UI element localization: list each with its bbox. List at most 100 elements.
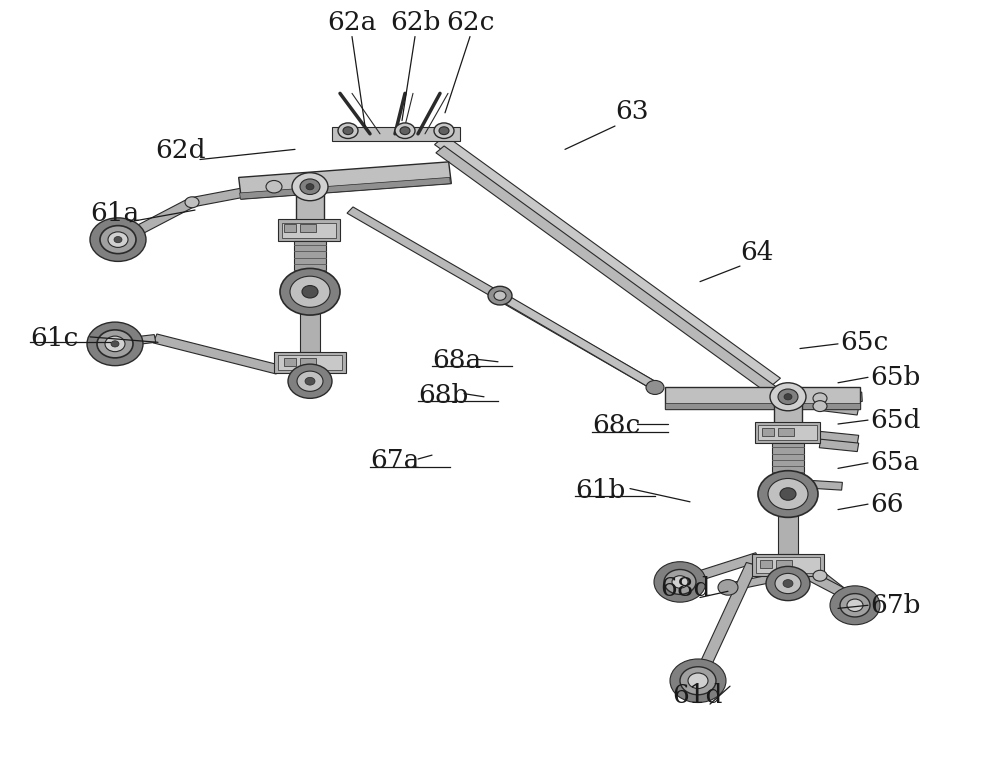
Text: 67a: 67a	[370, 448, 419, 473]
Polygon shape	[153, 334, 280, 374]
Circle shape	[302, 286, 318, 298]
Polygon shape	[776, 560, 792, 568]
Circle shape	[306, 184, 314, 190]
Circle shape	[90, 218, 146, 261]
Polygon shape	[121, 335, 156, 346]
Circle shape	[664, 569, 696, 594]
Circle shape	[830, 586, 880, 625]
Circle shape	[100, 226, 136, 254]
Polygon shape	[819, 402, 859, 415]
Polygon shape	[300, 311, 320, 352]
Text: 62d: 62d	[155, 138, 206, 163]
Text: 62c: 62c	[446, 10, 494, 35]
Polygon shape	[284, 358, 296, 366]
Polygon shape	[294, 241, 326, 282]
Circle shape	[847, 599, 863, 612]
Text: 65b: 65b	[870, 365, 920, 390]
Circle shape	[488, 286, 512, 305]
Text: 68a: 68a	[432, 348, 481, 373]
Polygon shape	[191, 182, 275, 207]
Circle shape	[780, 488, 796, 500]
Circle shape	[768, 478, 808, 510]
Polygon shape	[278, 219, 340, 241]
Polygon shape	[727, 572, 786, 591]
Polygon shape	[282, 223, 336, 238]
Circle shape	[494, 291, 506, 300]
Text: 65a: 65a	[870, 450, 919, 475]
Circle shape	[783, 580, 793, 587]
Circle shape	[400, 127, 410, 135]
Circle shape	[766, 566, 810, 601]
Polygon shape	[332, 127, 460, 141]
Polygon shape	[122, 198, 195, 241]
Circle shape	[680, 667, 716, 695]
Circle shape	[297, 371, 323, 391]
Polygon shape	[278, 355, 342, 370]
Circle shape	[292, 173, 328, 201]
Text: 68d: 68d	[660, 576, 710, 601]
Circle shape	[646, 380, 664, 394]
Circle shape	[300, 179, 320, 194]
Polygon shape	[774, 398, 802, 440]
Circle shape	[813, 401, 827, 412]
Circle shape	[111, 341, 119, 347]
Circle shape	[105, 336, 125, 352]
Polygon shape	[755, 422, 820, 443]
Polygon shape	[239, 162, 451, 199]
Text: 65d: 65d	[870, 408, 920, 433]
Circle shape	[813, 570, 827, 581]
Circle shape	[672, 576, 688, 588]
Text: 61a: 61a	[90, 201, 139, 226]
Circle shape	[343, 127, 353, 135]
Polygon shape	[778, 428, 794, 436]
Circle shape	[688, 673, 708, 689]
Circle shape	[718, 580, 738, 595]
Circle shape	[266, 180, 282, 193]
Text: 66: 66	[870, 492, 904, 517]
Text: 63: 63	[615, 100, 649, 124]
Polygon shape	[436, 146, 782, 398]
Polygon shape	[819, 432, 859, 443]
Text: 68c: 68c	[592, 413, 640, 438]
Circle shape	[290, 276, 330, 307]
Polygon shape	[820, 392, 862, 403]
Polygon shape	[756, 557, 820, 573]
Circle shape	[338, 123, 358, 138]
Circle shape	[305, 377, 315, 385]
Circle shape	[87, 322, 143, 366]
Polygon shape	[778, 513, 798, 554]
Text: 61c: 61c	[30, 326, 78, 351]
Circle shape	[775, 573, 801, 594]
Circle shape	[840, 594, 870, 617]
Circle shape	[813, 393, 827, 404]
Polygon shape	[692, 562, 758, 682]
Circle shape	[114, 237, 122, 243]
Polygon shape	[347, 207, 663, 392]
Circle shape	[670, 659, 726, 703]
Polygon shape	[665, 387, 860, 409]
Text: 68b: 68b	[418, 383, 468, 408]
Polygon shape	[296, 191, 324, 249]
Polygon shape	[497, 293, 663, 392]
Polygon shape	[752, 554, 824, 576]
Circle shape	[97, 330, 133, 358]
Polygon shape	[300, 358, 316, 366]
Circle shape	[654, 562, 706, 602]
Polygon shape	[816, 573, 859, 606]
Polygon shape	[678, 552, 760, 587]
Polygon shape	[300, 224, 316, 232]
Text: 62b: 62b	[390, 10, 440, 35]
Circle shape	[108, 232, 128, 247]
Polygon shape	[760, 560, 772, 568]
Circle shape	[758, 471, 818, 517]
Polygon shape	[435, 135, 780, 387]
Circle shape	[395, 123, 415, 138]
Circle shape	[434, 123, 454, 138]
Circle shape	[280, 268, 340, 315]
Polygon shape	[758, 425, 817, 440]
Polygon shape	[772, 443, 804, 484]
Text: 62a: 62a	[327, 10, 377, 35]
Text: 61b: 61b	[575, 478, 625, 503]
Polygon shape	[665, 403, 860, 409]
Circle shape	[770, 383, 806, 411]
